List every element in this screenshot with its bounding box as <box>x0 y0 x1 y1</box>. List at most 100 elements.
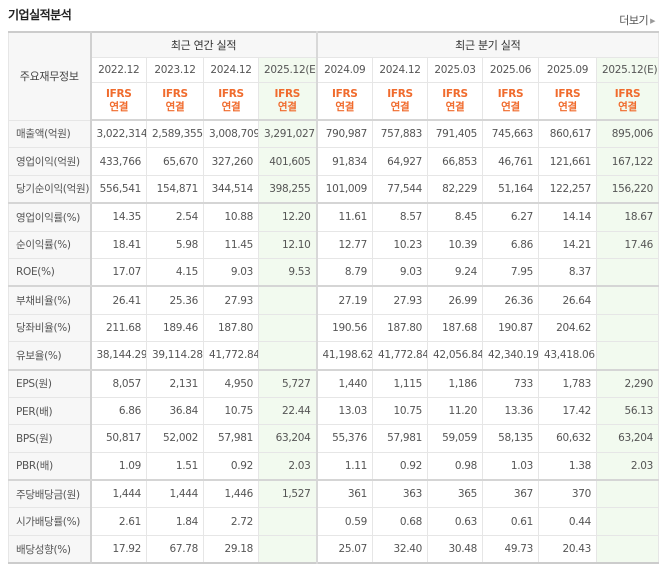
financial-summary-table: 주요재무정보 최근 연간 실적 최근 분기 실적 2022.12 2023.12 2… <box>8 31 660 565</box>
value-cell: 65,670 <box>146 147 204 176</box>
value-cell: 8,057 <box>90 369 147 398</box>
corner-header: 주요재무정보 <box>8 31 92 121</box>
basis-bottom: 연결 <box>335 101 355 113</box>
basis-label: IFRS 연결 <box>372 82 429 121</box>
value-cell <box>257 285 318 315</box>
value-cell: 9.03 <box>203 257 259 288</box>
basis-label: IFRS 연결 <box>538 82 598 121</box>
value-cell: 6.86 <box>482 230 540 259</box>
basis-top: IFRS <box>497 88 524 100</box>
value-cell: 189.46 <box>146 313 204 343</box>
table-row: 주당배당금(원) 1,444 1,444 1,446 1,527 361 363 365 367… <box>8 479 660 509</box>
value-cell: 64,927 <box>372 147 429 176</box>
value-cell: 4,950 <box>203 369 259 398</box>
table-row: 순이익률(%) 18.41 5.98 11.45 12.10 12.77 10.23 10.3… <box>8 230 660 259</box>
value-cell: 11.45 <box>203 230 259 259</box>
value-cell: 14.14 <box>538 202 598 232</box>
period-header: 2024.12 <box>372 57 429 83</box>
value-cell: 82,229 <box>427 174 484 205</box>
value-cell: 3,291,027 <box>257 119 318 149</box>
period-header: 2025.06 <box>482 57 540 83</box>
value-cell: 56.13 <box>596 396 660 426</box>
value-cell: 211.68 <box>90 313 147 343</box>
value-cell: 17.46 <box>596 230 660 259</box>
value-cell: 58,135 <box>482 424 540 453</box>
row-label: ROE(%) <box>8 257 92 288</box>
basis-label: IFRS 연결 <box>596 82 660 121</box>
value-cell: 0.92 <box>203 451 259 482</box>
value-cell: 122,257 <box>538 174 598 205</box>
value-cell: 1,440 <box>315 369 374 398</box>
value-cell: 42,340.19 <box>482 341 540 371</box>
value-cell: 11.20 <box>427 396 484 426</box>
basis-bottom: 연결 <box>109 101 129 113</box>
table-row: 영업이익률(%) 14.35 2.54 10.88 12.20 11.61 8.57 8.45… <box>8 202 660 232</box>
value-cell: 2,131 <box>146 369 204 398</box>
value-cell: 50,817 <box>90 424 147 453</box>
table-row: 배당성향(%) 17.92 67.78 29.18 25.07 32.40 30.48 49.… <box>8 534 660 564</box>
value-cell: 66,853 <box>427 147 484 176</box>
value-cell: 1,186 <box>427 369 484 398</box>
value-cell: 7.95 <box>482 257 540 288</box>
value-cell: 1,783 <box>538 369 598 398</box>
value-cell: 1,115 <box>372 369 429 398</box>
value-cell: 17.42 <box>538 396 598 426</box>
value-cell <box>257 534 318 564</box>
period-header: 2025.09 <box>538 57 598 83</box>
value-cell: 57,981 <box>372 424 429 453</box>
basis-top: IFRS <box>332 88 358 100</box>
value-cell: 12.20 <box>257 202 318 232</box>
value-cell: 13.03 <box>315 396 374 426</box>
value-cell: 790,987 <box>315 119 374 149</box>
period-header: 2025.12(E) <box>257 57 318 83</box>
value-cell: 2.61 <box>90 507 147 536</box>
value-cell: 2.03 <box>596 451 660 482</box>
value-cell: 39,114.28 <box>146 341 204 371</box>
value-cell: 51,164 <box>482 174 540 205</box>
value-cell: 745,663 <box>482 119 540 149</box>
value-cell: 3,008,709 <box>203 119 259 149</box>
period-header: 2025.12(E) <box>596 57 660 83</box>
value-cell: 63,204 <box>257 424 318 453</box>
value-cell: 9.24 <box>427 257 484 288</box>
value-cell: 20.43 <box>538 534 598 564</box>
value-cell: 18.41 <box>90 230 147 259</box>
value-cell: 26.64 <box>538 285 598 315</box>
row-label: 부채비율(%) <box>8 285 92 315</box>
row-label: 유보율(%) <box>8 341 92 371</box>
value-cell: 63,204 <box>596 424 660 453</box>
value-cell: 13.36 <box>482 396 540 426</box>
section-title: 기업실적분석 <box>8 8 72 22</box>
value-cell: 49.73 <box>482 534 540 564</box>
more-link[interactable]: 더보기 ▶ <box>619 12 655 28</box>
value-cell: 57,981 <box>203 424 259 453</box>
value-cell: 91,834 <box>315 147 374 176</box>
value-cell: 3,022,314 <box>90 119 147 149</box>
value-cell: 14.35 <box>90 202 147 232</box>
basis-bottom: 연결 <box>501 101 520 113</box>
value-cell: 1,444 <box>146 479 204 509</box>
value-cell: 791,405 <box>427 119 484 149</box>
period-header: 2024.12 <box>203 57 259 83</box>
row-label: EPS(원) <box>8 369 92 398</box>
value-cell: 1.03 <box>482 451 540 482</box>
value-cell: 42,056.84 <box>427 341 484 371</box>
row-label: PBR(배) <box>8 451 92 482</box>
table-row: PER(배) 6.86 36.84 10.75 22.44 13.03 10.75 11.20… <box>8 396 660 426</box>
value-cell: 10.39 <box>427 230 484 259</box>
row-label: 당기순이익(억원) <box>8 174 92 205</box>
table-row: 매출액(억원) 3,022,314 2,589,355 3,008,709 3,291,… <box>8 119 660 149</box>
table-row: PBR(배) 1.09 1.51 0.92 2.03 1.11 0.92 0.98 1.03 1.… <box>8 451 660 482</box>
value-cell: 32.40 <box>372 534 429 564</box>
row-label: 영업이익(억원) <box>8 147 92 176</box>
table-row: 당좌비율(%) 211.68 189.46 187.80 190.56 187.80 187… <box>8 313 660 343</box>
value-cell: 1.51 <box>146 451 204 482</box>
value-cell: 46,761 <box>482 147 540 176</box>
value-cell: 8.45 <box>427 202 484 232</box>
period-header: 2022.12 <box>90 57 147 83</box>
value-cell <box>257 313 318 343</box>
table-row: BPS(원) 50,817 52,002 57,981 63,204 55,376 57,9… <box>8 424 660 453</box>
value-cell: 0.63 <box>427 507 484 536</box>
value-cell: 433,766 <box>90 147 147 176</box>
value-cell: 733 <box>482 369 540 398</box>
